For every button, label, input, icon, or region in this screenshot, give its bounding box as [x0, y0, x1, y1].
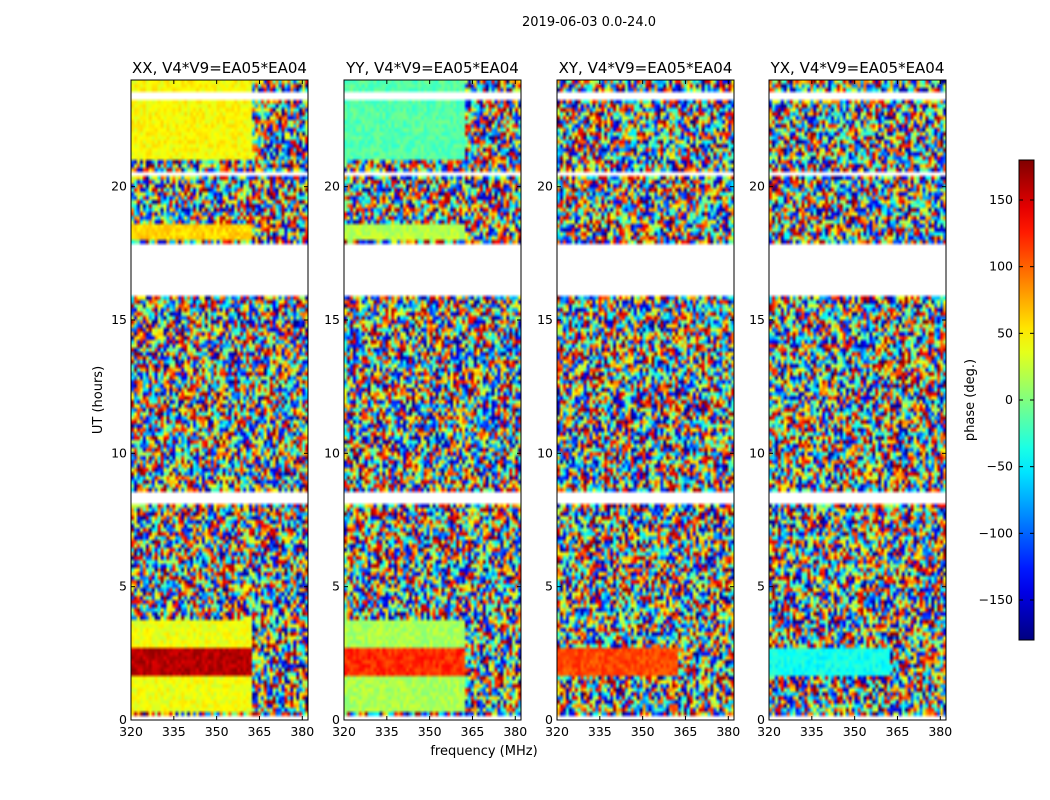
x-tick-label: 320 [545, 724, 569, 739]
x-tick-label: 365 [461, 724, 485, 739]
x-tick-label: 365 [886, 724, 910, 739]
y-tick-label: 5 [332, 579, 340, 594]
panel-3: YX, V4*V9=EA05*EA04 320 335 350 365 380 0 5 10 15… [749, 59, 952, 739]
heatmap-image [344, 80, 521, 720]
colorbar-label: phase (deg.) [963, 359, 978, 441]
y-tick-label: 0 [119, 712, 127, 727]
colorbar-tick-label: −50 [987, 459, 1013, 474]
x-tick-label: 380 [928, 724, 952, 739]
heatmap-image [557, 80, 734, 720]
suptitle: 2019-06-03 0.0-24.0 [522, 15, 656, 30]
x-tick-label: 335 [588, 724, 612, 739]
axes-frame [556, 79, 735, 721]
y-tick-label: 15 [749, 312, 765, 327]
x-axis-label: frequency (MHz) [430, 744, 537, 759]
panel-title: YX, V4*V9=EA05*EA04 [770, 59, 945, 77]
y-tick-label: 5 [545, 579, 553, 594]
colorbar-tick-label: 50 [997, 325, 1013, 340]
x-tick-label: 365 [674, 724, 698, 739]
x-tick-label: 365 [248, 724, 272, 739]
y-tick-label: 10 [111, 445, 127, 460]
axes-frame [768, 79, 947, 721]
x-tick-label: 380 [290, 724, 314, 739]
panel-title: XX, V4*V9=EA05*EA04 [132, 59, 307, 77]
y-tick-label: 5 [757, 579, 765, 594]
y-tick-label: 20 [324, 179, 340, 194]
x-tick-label: 350 [631, 724, 655, 739]
x-tick-label: 350 [205, 724, 229, 739]
x-tick-label: 380 [503, 724, 527, 739]
y-tick-label: 5 [119, 579, 127, 594]
y-tick-label: 0 [332, 712, 340, 727]
x-tick-label: 320 [332, 724, 356, 739]
y-tick-label: 15 [537, 312, 553, 327]
heatmap-image [769, 80, 946, 720]
x-tick-label: 320 [119, 724, 143, 739]
x-tick-label: 350 [418, 724, 442, 739]
y-tick-label: 10 [537, 445, 553, 460]
panels: XX, V4*V9=EA05*EA04 320 335 350 365 380 0 5 10 15… [111, 59, 952, 739]
colorbar-tick-label: 150 [989, 192, 1013, 207]
colorbar-tick-label: −100 [979, 525, 1013, 540]
y-axis-label: UT (hours) [91, 366, 106, 434]
y-tick-label: 0 [757, 712, 765, 727]
panel-title: YY, V4*V9=EA05*EA04 [345, 59, 519, 77]
colorbar-tick-label: 100 [989, 259, 1013, 274]
axes-frame [343, 79, 522, 721]
panel-2: XY, V4*V9=EA05*EA04 320 335 350 365 380 0 5 10 15… [537, 59, 740, 739]
x-tick-label: 320 [757, 724, 781, 739]
colorbar-tick-label: 0 [1005, 392, 1013, 407]
y-tick-label: 20 [537, 179, 553, 194]
panel-0: XX, V4*V9=EA05*EA04 320 335 350 365 380 0 5 10 15… [111, 59, 314, 739]
colorbar-gradient [1019, 160, 1034, 640]
axes-frame [130, 79, 309, 721]
y-tick-label: 10 [749, 445, 765, 460]
x-tick-label: 350 [843, 724, 867, 739]
colorbar-tick-label: −150 [979, 592, 1013, 607]
y-tick-label: 20 [111, 179, 127, 194]
y-tick-label: 15 [111, 312, 127, 327]
x-tick-label: 380 [716, 724, 740, 739]
y-tick-label: 20 [749, 179, 765, 194]
x-tick-label: 335 [162, 724, 186, 739]
y-tick-label: 10 [324, 445, 340, 460]
heatmap-image [131, 80, 308, 720]
y-tick-label: 15 [324, 312, 340, 327]
x-tick-label: 335 [800, 724, 824, 739]
panel-title: XY, V4*V9=EA05*EA04 [559, 59, 733, 77]
y-tick-label: 0 [545, 712, 553, 727]
x-tick-label: 335 [375, 724, 399, 739]
colorbar: 150 100 50 0 −50 −100 −150 [979, 159, 1035, 641]
panel-1: YY, V4*V9=EA05*EA04 320 335 350 365 380 0 5 10 15… [324, 59, 527, 739]
